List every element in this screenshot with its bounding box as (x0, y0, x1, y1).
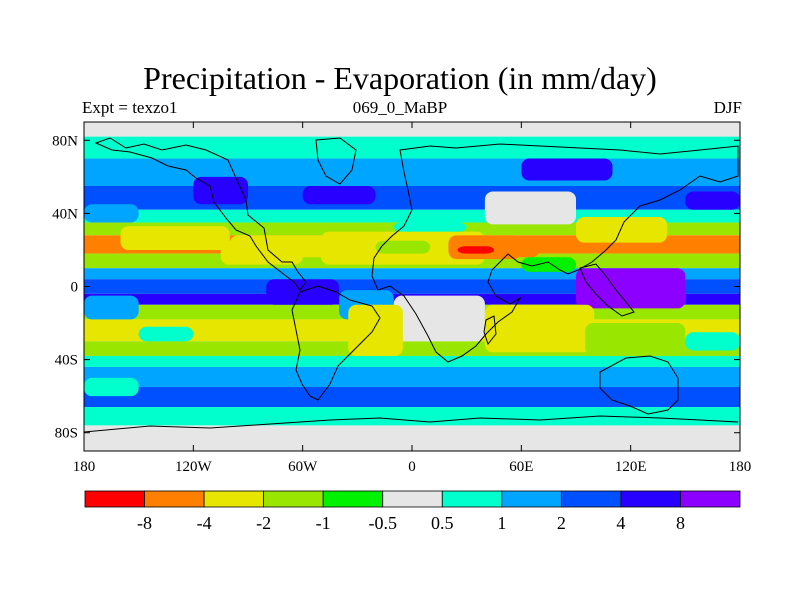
colorbar-swatch-3 (263, 490, 324, 508)
y-tick-label-2: 0 (71, 280, 79, 296)
coastline-india-se-asia (579, 263, 635, 317)
field-patch-19 (84, 295, 139, 320)
coastline-madagascar (483, 315, 497, 346)
x-tick-label-5: 120E (615, 459, 647, 475)
x-axis: 180 120W 60W 0 60E 120E 180 (73, 122, 752, 475)
x-tick-label-4: 60E (509, 459, 533, 475)
colorbar-swatch-6 (441, 490, 503, 508)
colorbar-label-2: -2 (256, 513, 271, 533)
coastline-australia (599, 355, 679, 415)
coastline-south-america (291, 285, 381, 401)
field-patch-12 (266, 279, 340, 305)
field-patch-2 (220, 240, 303, 265)
colorbar-swatch-2 (203, 490, 265, 508)
field-patch-18 (685, 332, 740, 351)
y-tick-label-4: 80S (55, 426, 78, 442)
field-patch-5 (457, 246, 494, 254)
chart-title: Precipitation - Evaporation (in mm/day) (143, 60, 657, 96)
colorbar-label-7: 2 (557, 513, 566, 533)
x-tick-label-3: 0 (408, 459, 416, 475)
coastlines (83, 137, 739, 433)
y-tick-label-3: 40S (55, 353, 78, 369)
colorbar-swatch-1 (144, 490, 205, 508)
field-patch-27 (84, 377, 139, 397)
period-label: 069_0_MaBP (352, 98, 448, 117)
y-axis: 80N 40N 0 40S 80S (52, 133, 740, 442)
x-tick-label-0: 180 (73, 459, 96, 475)
colorbar-label-4: -0.5 (368, 513, 397, 533)
colorbar-swatch-8 (560, 490, 622, 508)
field-patch-9 (576, 217, 668, 243)
experiment-label: Expt = texzo1 (82, 98, 178, 117)
field-band-1 (84, 136, 740, 159)
coastline-greenland (315, 137, 357, 185)
y-tick-label-1: 40N (52, 206, 78, 222)
field-patch-24 (302, 185, 376, 205)
colorbar-swatch-4 (322, 490, 384, 508)
colorbar-label-3: -1 (316, 513, 331, 533)
field-patch-15 (348, 304, 403, 356)
colorbar-swatch-7 (501, 490, 562, 508)
field-patch-16 (484, 304, 595, 353)
field-band-2 (84, 158, 740, 186)
field-patch-22 (84, 204, 139, 223)
field-band-14 (84, 355, 740, 367)
x-tick-label-6: 180 (729, 459, 752, 475)
field-band-8 (84, 268, 740, 280)
colorbar-swatch-0 (84, 490, 145, 508)
field-patch-0 (120, 226, 230, 250)
field-patch-14 (393, 295, 485, 342)
field-patch-23 (193, 176, 248, 205)
coastline-north-america (94, 137, 307, 291)
colorbar-swatch-10 (680, 490, 741, 508)
coastline-antarctica (83, 415, 739, 433)
field-patch-20 (138, 326, 194, 342)
field-patch-7 (521, 257, 576, 272)
field-patch-8 (393, 222, 467, 232)
field-patch-21 (375, 240, 431, 254)
colorbar-label-5: 0.5 (431, 513, 454, 533)
colorbar-label-6: 1 (497, 513, 506, 533)
field-patch-10 (484, 191, 576, 225)
colorbar-label-9: 8 (676, 513, 685, 533)
colorbar-swatch-5 (382, 490, 443, 508)
colorbar-label-0: -8 (137, 513, 152, 533)
colorbar-label-1: -4 (197, 513, 212, 533)
field-band-16 (84, 387, 740, 408)
season-label: DJF (713, 98, 742, 117)
field-band-15 (84, 366, 740, 388)
field-patch-17 (585, 323, 686, 356)
field-patch-26 (685, 191, 740, 210)
colorbar-swatch-9 (620, 490, 681, 508)
field-patch-6 (494, 242, 540, 258)
map-field (84, 122, 740, 451)
field-band-17 (84, 407, 740, 426)
colorbar-label-8: 4 (616, 513, 625, 533)
field-band-3 (84, 185, 740, 210)
coastline-eurasia-africa (371, 143, 739, 363)
field-patch-11 (576, 268, 686, 309)
y-tick-label-0: 80N (52, 133, 78, 149)
x-tick-label-1: 120W (175, 459, 213, 475)
x-tick-label-2: 60W (288, 459, 318, 475)
field-band-0 (84, 122, 740, 137)
field-patch-25 (521, 158, 613, 181)
colorbar: -8 -4 -2 -1 -0.5 0.5 1 2 4 8 (84, 490, 741, 533)
